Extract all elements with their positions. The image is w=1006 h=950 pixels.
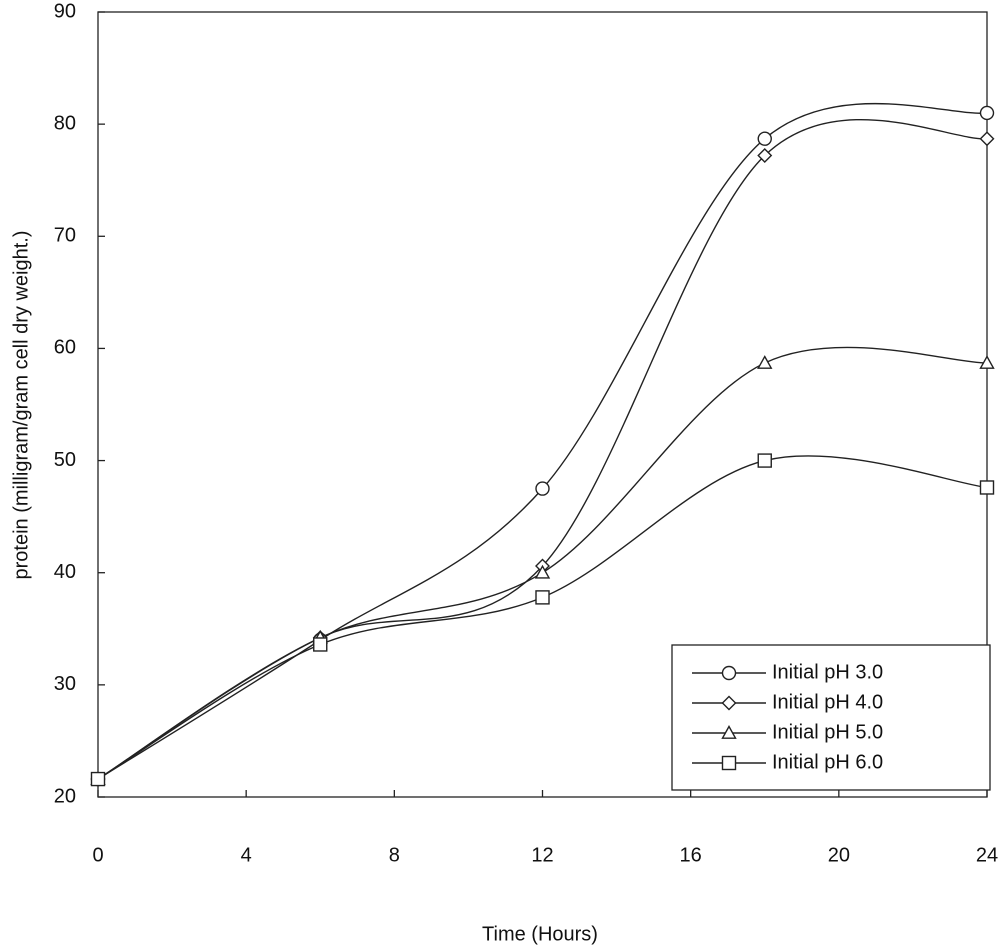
y-tick-label: 50 bbox=[54, 449, 76, 471]
marker bbox=[979, 355, 995, 369]
marker bbox=[535, 590, 550, 605]
legend-label: Initial pH 4.0 bbox=[772, 691, 883, 713]
x-tick-label: 20 bbox=[828, 844, 850, 866]
marker bbox=[757, 453, 772, 468]
marker bbox=[979, 105, 995, 121]
marker bbox=[979, 131, 995, 147]
legend-marker bbox=[721, 695, 737, 711]
y-tick-label: 40 bbox=[54, 561, 76, 583]
y-tick-label: 30 bbox=[54, 673, 76, 695]
legend-label: Initial pH 3.0 bbox=[772, 661, 883, 683]
x-tick-label: 4 bbox=[241, 844, 252, 866]
y-tick-label: 20 bbox=[54, 785, 76, 807]
y-tick-label: 90 bbox=[54, 0, 76, 22]
marker bbox=[979, 480, 995, 495]
y-axis-label: protein (milligram/gram cell dry weight.… bbox=[10, 231, 32, 580]
marker bbox=[535, 481, 550, 496]
legend-label: Initial pH 6.0 bbox=[772, 751, 883, 773]
legend-marker bbox=[721, 755, 737, 771]
legend-marker bbox=[721, 725, 737, 739]
y-tick-label: 70 bbox=[54, 225, 76, 247]
marker bbox=[757, 148, 773, 164]
x-tick-label: 0 bbox=[92, 844, 103, 866]
series-line bbox=[97, 102, 988, 780]
x-tick-label: 16 bbox=[680, 844, 702, 866]
y-tick-label: 80 bbox=[54, 112, 76, 134]
x-tick-label: 24 bbox=[976, 844, 998, 866]
marker bbox=[757, 131, 772, 146]
y-tick-label: 60 bbox=[54, 337, 76, 359]
legend-label: Initial pH 5.0 bbox=[772, 721, 883, 743]
x-tick-label: 12 bbox=[531, 844, 553, 866]
x-tick-label: 8 bbox=[389, 844, 400, 866]
marker bbox=[757, 355, 773, 369]
marker bbox=[90, 771, 106, 787]
marker bbox=[313, 637, 328, 652]
legend-marker bbox=[721, 665, 737, 681]
marker bbox=[534, 564, 551, 579]
x-axis-label: Time (Hours) bbox=[482, 923, 598, 945]
